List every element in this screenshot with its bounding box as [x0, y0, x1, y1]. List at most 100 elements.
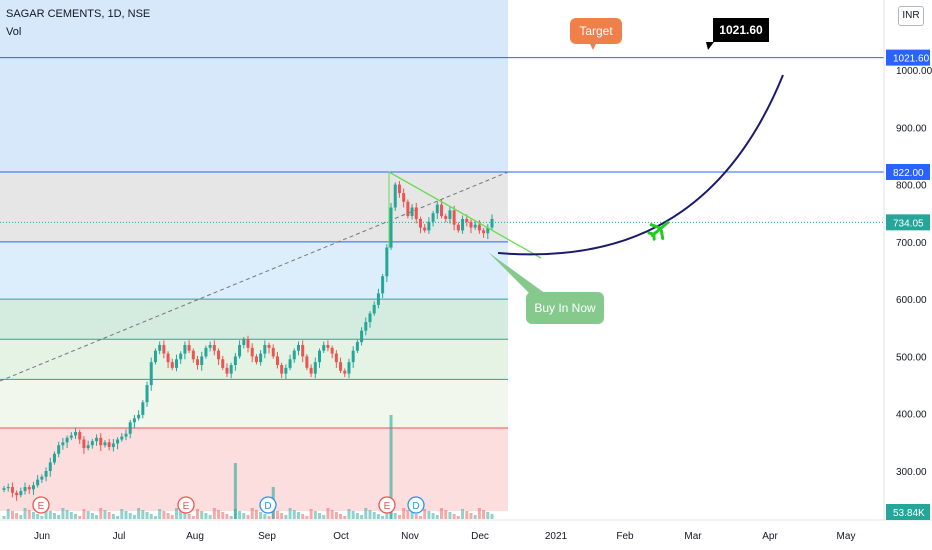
candle-body	[225, 367, 229, 374]
candle-body	[410, 207, 414, 217]
volume-indicator-label[interactable]: Vol	[6, 26, 22, 38]
volume-bar	[263, 514, 267, 519]
candle-body	[318, 350, 322, 363]
candle-body	[427, 221, 431, 231]
price-tick-label: 700.00	[896, 238, 927, 249]
volume-bar	[280, 513, 284, 519]
candle-body	[452, 210, 456, 225]
volume-bar	[469, 513, 473, 519]
buy-callout[interactable]: Buy In Now	[526, 292, 604, 324]
candle-body	[456, 224, 460, 231]
earnings-event-marker[interactable]	[378, 496, 396, 514]
volume-bar	[381, 516, 385, 519]
candle-body	[271, 347, 275, 357]
price-axis: 1000.00 900.00 800.00 700.00 600.00 500.00 400…	[886, 49, 932, 520]
volume-bar	[410, 512, 414, 519]
candle-body	[440, 204, 444, 217]
candle-body	[10, 487, 14, 493]
event-marker-letter: D	[264, 501, 271, 512]
earnings-event-marker[interactable]	[32, 496, 50, 514]
volume-bar	[275, 511, 279, 519]
volume-bar	[128, 513, 132, 519]
dividend-event-marker[interactable]	[407, 496, 425, 514]
price-highlight-label: 53.84K	[893, 508, 925, 519]
volume-bar	[246, 515, 250, 519]
target-price-tag[interactable]: 1021.60	[713, 18, 769, 42]
volume-bar	[334, 512, 338, 519]
time-tick-label: Oct	[333, 531, 349, 542]
volume-bar	[204, 513, 208, 519]
candle-body	[490, 218, 494, 228]
candle-body	[137, 414, 141, 419]
candle-body	[242, 339, 246, 345]
price-zone	[0, 428, 508, 512]
time-axis: Jun Jul Aug Sep Oct Nov Dec 2021 Feb Mar Apr May	[34, 531, 856, 542]
price-tick-label: 900.00	[896, 123, 927, 134]
volume-bar	[86, 511, 90, 519]
candle-body	[347, 362, 351, 374]
volume-bar	[103, 510, 107, 519]
price-highlight-bg	[886, 214, 930, 231]
candle-body	[15, 492, 19, 496]
time-tick-label: Mar	[684, 531, 702, 542]
volume-bar	[23, 508, 27, 519]
dividend-event-marker[interactable]	[259, 496, 277, 514]
candle-body	[330, 347, 334, 354]
currency-button[interactable]: INR	[898, 6, 924, 26]
volume-bar	[322, 515, 326, 519]
price-zone	[0, 299, 508, 340]
target-callout[interactable]: Target	[570, 18, 622, 44]
candle-body	[477, 224, 481, 231]
candle-body	[19, 491, 23, 496]
volume-bar	[82, 509, 86, 519]
volume-bar	[376, 514, 380, 519]
time-tick-label: Feb	[616, 531, 634, 542]
event-marker-letter: D	[412, 501, 419, 512]
projection-arc	[497, 74, 784, 256]
candle-body	[145, 385, 149, 403]
volume-bar	[170, 515, 174, 519]
price-zone	[0, 241, 508, 300]
candle-body	[74, 432, 78, 436]
candle-body	[259, 353, 263, 363]
candle-body	[111, 443, 115, 447]
volume-bar	[116, 516, 120, 519]
candle-body	[339, 362, 343, 371]
candle-body	[57, 445, 61, 454]
candle-body	[431, 213, 435, 222]
volume-bar	[423, 509, 427, 519]
candle-body	[233, 356, 237, 366]
volume-bar	[461, 509, 465, 519]
volume-bar	[242, 513, 246, 519]
volume-bar	[477, 508, 481, 519]
volume-bar	[166, 513, 170, 519]
volume-bar	[179, 510, 183, 519]
candlesticks	[2, 181, 494, 501]
price-highlight-bg	[886, 49, 930, 66]
candle-body	[86, 445, 90, 449]
candle-body	[65, 437, 69, 443]
volume-bar	[36, 514, 40, 519]
candle-body	[2, 488, 6, 490]
candle-body	[90, 441, 94, 446]
earnings-event-marker[interactable]	[177, 496, 195, 514]
candle-body	[414, 207, 418, 219]
volume-bar	[111, 514, 115, 519]
candle-body	[280, 365, 284, 374]
symbol-title[interactable]: SAGAR CEMENTS, 1D, NSE	[6, 8, 151, 20]
volume-bar	[326, 508, 330, 519]
volume-bar	[124, 511, 128, 519]
volume-bar	[137, 508, 141, 519]
price-highlight-label: 822.00	[893, 168, 924, 179]
candle-body	[406, 201, 410, 217]
volume-bar	[250, 508, 254, 519]
candle-body	[444, 216, 448, 219]
volume-bar	[456, 516, 460, 519]
time-tick-label: Apr	[762, 531, 778, 542]
candle-body	[99, 437, 103, 446]
volume-bar	[19, 515, 23, 519]
volume-bar	[284, 515, 288, 519]
event-marker-letter: E	[384, 501, 391, 512]
